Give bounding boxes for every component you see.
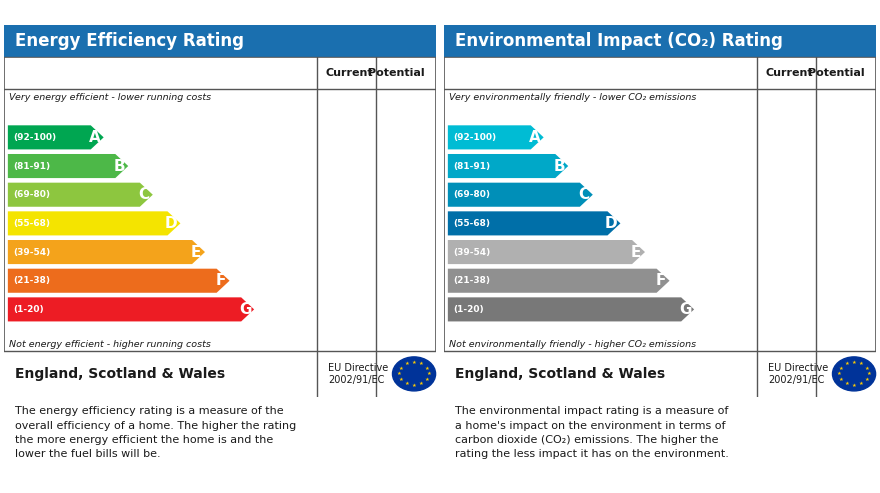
Text: EU Directive
2002/91/EC: EU Directive 2002/91/EC: [768, 363, 828, 385]
Text: ★: ★: [866, 371, 871, 376]
Text: (1-20): (1-20): [453, 305, 484, 314]
Polygon shape: [448, 269, 670, 293]
Text: Not environmentally friendly - higher CO₂ emissions: Not environmentally friendly - higher CO…: [449, 340, 696, 349]
Text: England, Scotland & Wales: England, Scotland & Wales: [455, 367, 665, 381]
Text: (21-38): (21-38): [453, 276, 490, 285]
Text: A: A: [529, 130, 540, 145]
Text: Not energy efficient - higher running costs: Not energy efficient - higher running co…: [9, 340, 210, 349]
Text: ★: ★: [839, 377, 844, 382]
Text: Environmental Impact (CO₂) Rating: Environmental Impact (CO₂) Rating: [455, 32, 783, 50]
Text: Potential: Potential: [808, 68, 864, 78]
Text: F: F: [656, 273, 665, 288]
Text: (39-54): (39-54): [13, 247, 50, 256]
Text: (92-100): (92-100): [13, 133, 56, 142]
Text: E: E: [191, 245, 202, 259]
Bar: [4, 351, 436, 397]
Text: The environmental impact rating is a measure of
a home's impact on the environme: The environmental impact rating is a mea…: [455, 406, 729, 459]
Text: ★: ★: [844, 382, 849, 387]
Text: The energy efficiency rating is a measure of the
overall efficiency of a home. T: The energy efficiency rating is a measur…: [15, 406, 297, 459]
Polygon shape: [448, 154, 568, 178]
Text: C: C: [578, 187, 590, 202]
Text: ★: ★: [852, 383, 856, 388]
Text: (1-20): (1-20): [13, 305, 44, 314]
Text: (81-91): (81-91): [453, 162, 490, 171]
Bar: [444, 351, 876, 397]
Text: Very energy efficient - lower running costs: Very energy efficient - lower running co…: [9, 94, 211, 103]
Text: ★: ★: [424, 366, 429, 371]
Circle shape: [392, 357, 436, 391]
Text: Current: Current: [766, 68, 813, 78]
Text: ★: ★: [404, 361, 409, 366]
Text: (55-68): (55-68): [453, 219, 490, 228]
Polygon shape: [8, 125, 104, 149]
Polygon shape: [448, 125, 544, 149]
Polygon shape: [448, 240, 645, 264]
Text: ★: ★: [419, 382, 424, 387]
Polygon shape: [448, 211, 620, 236]
Text: G: G: [238, 302, 252, 317]
Text: (92-100): (92-100): [453, 133, 496, 142]
Text: B: B: [114, 159, 125, 174]
Text: (81-91): (81-91): [13, 162, 50, 171]
Polygon shape: [8, 211, 180, 236]
Text: D: D: [165, 216, 178, 231]
Text: E: E: [631, 245, 642, 259]
Text: ★: ★: [399, 366, 404, 371]
Text: (21-38): (21-38): [13, 276, 50, 285]
Text: ★: ★: [412, 360, 416, 365]
Text: F: F: [216, 273, 225, 288]
Text: ★: ★: [844, 361, 849, 366]
Text: Potential: Potential: [368, 68, 424, 78]
Text: ★: ★: [859, 382, 864, 387]
Text: ★: ★: [864, 366, 869, 371]
Circle shape: [832, 357, 876, 391]
Text: ★: ★: [852, 360, 856, 365]
Polygon shape: [8, 154, 128, 178]
Text: G: G: [678, 302, 692, 317]
Text: ★: ★: [859, 361, 864, 366]
Text: ★: ★: [839, 366, 844, 371]
Text: ★: ★: [864, 377, 869, 382]
Polygon shape: [8, 269, 230, 293]
Text: ★: ★: [837, 371, 842, 376]
Polygon shape: [8, 297, 254, 321]
Text: (55-68): (55-68): [13, 219, 50, 228]
Text: ★: ★: [426, 371, 431, 376]
Text: D: D: [605, 216, 618, 231]
Polygon shape: [448, 183, 593, 207]
Text: (39-54): (39-54): [453, 247, 490, 256]
Text: B: B: [554, 159, 565, 174]
Text: Energy Efficiency Rating: Energy Efficiency Rating: [15, 32, 244, 50]
Text: Very environmentally friendly - lower CO₂ emissions: Very environmentally friendly - lower CO…: [449, 94, 696, 103]
Text: England, Scotland & Wales: England, Scotland & Wales: [15, 367, 225, 381]
Polygon shape: [448, 297, 694, 321]
Text: ★: ★: [424, 377, 429, 382]
Text: ★: ★: [397, 371, 402, 376]
Text: ★: ★: [399, 377, 404, 382]
Text: Current: Current: [326, 68, 373, 78]
Text: EU Directive
2002/91/EC: EU Directive 2002/91/EC: [328, 363, 388, 385]
Polygon shape: [8, 183, 153, 207]
Text: A: A: [89, 130, 100, 145]
Text: C: C: [138, 187, 150, 202]
Text: (69-80): (69-80): [13, 190, 50, 199]
Text: (69-80): (69-80): [453, 190, 490, 199]
Polygon shape: [8, 240, 205, 264]
Text: ★: ★: [404, 382, 409, 387]
Text: ★: ★: [419, 361, 424, 366]
Text: ★: ★: [412, 383, 416, 388]
